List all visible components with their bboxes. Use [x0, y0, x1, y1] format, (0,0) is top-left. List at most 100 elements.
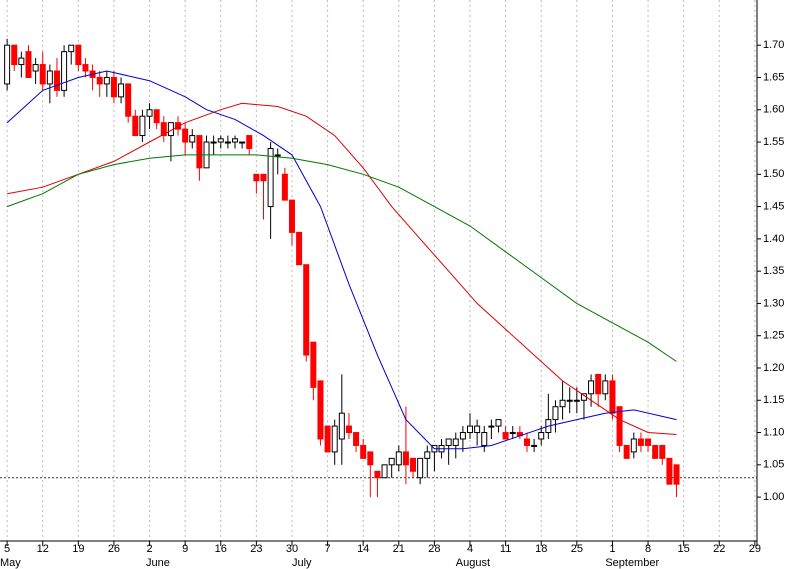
candle-body: [424, 451, 431, 459]
candle-body: [509, 432, 516, 435]
x-tick-label: 29: [749, 543, 761, 555]
candle-body: [281, 173, 288, 201]
candle-body: [146, 109, 153, 117]
candle-body: [552, 406, 559, 421]
x-tick-label: 7: [325, 543, 331, 555]
candle-body: [595, 373, 602, 395]
candle-body: [573, 399, 580, 402]
x-tick-label: 5: [4, 543, 10, 555]
x-tick-label: 18: [535, 543, 547, 555]
candle-body: [196, 135, 203, 169]
candle-body: [652, 444, 659, 459]
candle-body: [445, 438, 452, 446]
candle-body: [96, 76, 103, 85]
candle-body: [673, 464, 680, 485]
candle-body: [474, 425, 481, 434]
candle-body: [182, 128, 189, 143]
x-tick-label: 23: [250, 543, 262, 555]
candle-body: [331, 425, 338, 453]
candle-body: [110, 76, 117, 98]
y-tick-label: 1.30: [763, 297, 784, 309]
candle-body: [523, 438, 530, 446]
candle-body: [367, 451, 374, 466]
y-tick-label: 1.70: [763, 39, 784, 51]
x-tick-label: 8: [645, 543, 651, 555]
candle-body: [388, 457, 395, 466]
y-tick-label: 1.60: [763, 104, 784, 116]
candle-body: [210, 141, 217, 144]
candle-body: [616, 406, 623, 446]
candle-body: [224, 141, 231, 144]
candle-body: [402, 451, 409, 466]
candle-body: [666, 457, 673, 485]
candle-body: [374, 470, 381, 479]
x-tick-label: 14: [357, 543, 369, 555]
candle-body: [68, 44, 75, 53]
x-tick-label: 19: [72, 543, 84, 555]
candle-body: [274, 154, 281, 157]
y-tick-label: 1.50: [763, 168, 784, 180]
candle-body: [395, 451, 402, 466]
candle-body: [531, 444, 538, 447]
x-tick-label: 2: [146, 543, 152, 555]
x-tick-label: 30: [286, 543, 298, 555]
month-label: September: [605, 557, 659, 569]
candle-body: [132, 115, 139, 137]
candle-body: [46, 70, 53, 85]
candle-body: [381, 464, 388, 479]
moving-average: [6, 70, 677, 450]
month-label: May: [0, 557, 21, 569]
candle-body: [139, 115, 146, 137]
candle-body: [125, 83, 132, 117]
y-tick-label: 1.55: [763, 136, 784, 148]
y-tick-label: 1.05: [763, 459, 784, 471]
candle-body: [410, 457, 417, 472]
candle-body: [559, 399, 566, 408]
candle-body: [630, 438, 637, 453]
candle-body: [495, 419, 502, 427]
candle-body: [417, 457, 424, 479]
x-tick-label: 21: [393, 543, 405, 555]
candle-body: [103, 76, 110, 85]
y-tick-label: 1.25: [763, 330, 784, 342]
candle-body: [75, 44, 82, 66]
x-tick-label: 4: [467, 543, 473, 555]
candle-body: [310, 341, 317, 388]
y-tick-label: 1.65: [763, 71, 784, 83]
candle-body: [217, 138, 224, 143]
x-tick-label: 28: [428, 543, 440, 555]
candle-body: [267, 147, 274, 208]
x-tick-label: 25: [571, 543, 583, 555]
candle-body: [11, 44, 18, 66]
moving-average: [6, 154, 677, 362]
candle-body: [566, 399, 573, 402]
y-tick-label: 1.00: [763, 491, 784, 503]
candle-body: [324, 425, 331, 453]
candle-body: [53, 70, 60, 91]
candle-body: [645, 438, 652, 446]
candle-body: [338, 412, 345, 440]
candle-body: [623, 444, 630, 459]
candle-body: [260, 173, 267, 182]
candle-body: [118, 83, 125, 98]
candle-body: [246, 135, 253, 149]
moving-average: [7, 102, 677, 435]
candle-body: [353, 432, 360, 446]
x-tick-label: 22: [713, 543, 725, 555]
candle-body: [189, 135, 196, 143]
candle-body: [39, 64, 46, 85]
y-tick-label: 1.35: [763, 265, 784, 277]
candle-body: [253, 173, 260, 182]
candle-body: [637, 438, 644, 446]
candle-body: [25, 51, 32, 78]
y-tick-label: 1.45: [763, 200, 784, 212]
candle-body: [303, 264, 310, 356]
candle-body: [18, 57, 25, 66]
y-tick-label: 1.20: [763, 362, 784, 374]
month-label: August: [456, 557, 490, 569]
y-tick-label: 1.10: [763, 426, 784, 438]
x-tick-label: 9: [182, 543, 188, 555]
x-tick-label: 12: [37, 543, 49, 555]
candle-body: [4, 44, 11, 85]
x-tick-label: 15: [678, 543, 690, 555]
